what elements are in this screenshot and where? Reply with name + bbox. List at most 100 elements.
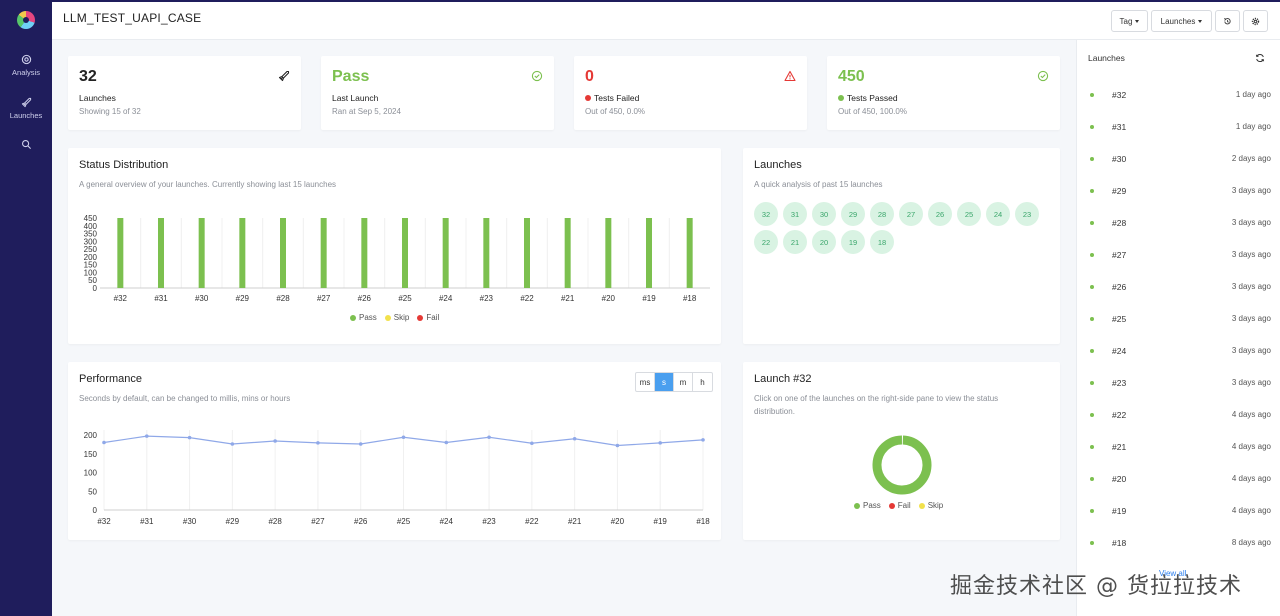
status-dot bbox=[1090, 445, 1094, 449]
stat-subtext: Out of 450, 100.0% bbox=[838, 107, 907, 116]
unit-m-button[interactable]: m bbox=[674, 373, 693, 391]
launch-list-item[interactable]: #27 3 days ago bbox=[1077, 240, 1280, 272]
launch-time: 3 days ago bbox=[1231, 378, 1271, 387]
stat-card-last-launch: Pass Last Launch Ran at Sep 5, 2024 bbox=[321, 56, 554, 130]
legend-item-skip[interactable]: Skip bbox=[384, 313, 409, 322]
y-tick-label: 200 bbox=[84, 431, 98, 440]
check-circle-icon bbox=[531, 70, 543, 82]
caret-down-icon bbox=[1135, 19, 1140, 23]
launch-bubble[interactable]: 25 bbox=[957, 202, 981, 226]
tag-dropdown[interactable]: Tag bbox=[1111, 10, 1148, 32]
history-button[interactable] bbox=[1215, 10, 1240, 32]
launch-bubble[interactable]: 19 bbox=[841, 230, 865, 254]
stat-label: Launches bbox=[79, 93, 116, 103]
launch-list-item[interactable]: #32 1 day ago bbox=[1077, 80, 1280, 112]
unit-ms-button[interactable]: ms bbox=[636, 373, 655, 391]
bar-pass bbox=[686, 218, 693, 288]
legend-item-fail[interactable]: Fail bbox=[417, 313, 439, 322]
launch-bubble[interactable]: 20 bbox=[812, 230, 836, 254]
x-tick-label: #18 bbox=[696, 517, 710, 526]
status-dot bbox=[1090, 93, 1094, 97]
x-tick-label: #24 bbox=[440, 517, 454, 526]
x-tick-label: #31 bbox=[154, 294, 168, 303]
legend-item-pass[interactable]: Pass bbox=[854, 501, 881, 510]
performance-chart: 0 50 100 150 200 #32 #31 #30 #29 #28 #27 #26 #25 #24 #… bbox=[84, 430, 710, 526]
launch-bubble[interactable]: 27 bbox=[899, 202, 923, 226]
bar-pass bbox=[442, 218, 449, 288]
status-distribution-card: Status Distribution A general overview o… bbox=[68, 148, 721, 344]
status-dot bbox=[1090, 413, 1094, 417]
card-subtitle: A general overview of your launches. Cur… bbox=[79, 180, 337, 189]
launch-list-item[interactable]: #28 3 days ago bbox=[1077, 208, 1280, 240]
launch-list-item[interactable]: #22 4 days ago bbox=[1077, 400, 1280, 432]
status-dot bbox=[1090, 221, 1094, 225]
status-dot bbox=[1090, 125, 1094, 129]
launch-bubble[interactable]: 31 bbox=[783, 202, 807, 226]
launch-list-item[interactable]: #23 3 days ago bbox=[1077, 368, 1280, 400]
refresh-icon[interactable] bbox=[1255, 53, 1265, 63]
launch-list-item[interactable]: #30 2 days ago bbox=[1077, 144, 1280, 176]
launch-bubble[interactable]: 23 bbox=[1015, 202, 1039, 226]
watermark-text: 掘金技术社区 @ 货拉拉技术 bbox=[950, 574, 1242, 599]
launch-number: #27 bbox=[1112, 250, 1127, 260]
top-header: LLM_TEST_UAPI_CASE Tag Launches bbox=[52, 0, 1280, 40]
bar-pass bbox=[524, 218, 530, 288]
stat-value: 0 bbox=[585, 68, 594, 85]
sidebar-item-launches[interactable]: Launches bbox=[0, 97, 52, 120]
y-tick-label: 150 bbox=[84, 261, 98, 270]
status-dot bbox=[1090, 349, 1094, 353]
launch-bubble[interactable]: 28 bbox=[870, 202, 894, 226]
launch-time: 8 days ago bbox=[1231, 538, 1271, 547]
x-tick-label: #32 bbox=[114, 294, 128, 303]
launches-label: Launches bbox=[1160, 16, 1196, 26]
stat-card-tests-passed: 450 Tests Passed Out of 450, 100.0% bbox=[827, 56, 1060, 130]
sidebar-item-analysis[interactable]: Analysis bbox=[0, 54, 52, 77]
project-title: LLM_TEST_UAPI_CASE bbox=[63, 11, 202, 25]
launches-dropdown[interactable]: Launches bbox=[1151, 10, 1212, 32]
legend-item-skip[interactable]: Skip bbox=[918, 501, 944, 510]
launch-number: #18 bbox=[1112, 538, 1127, 548]
launch-time: 4 days ago bbox=[1231, 474, 1271, 483]
launch-list-item[interactable]: #26 3 days ago bbox=[1077, 272, 1280, 304]
launch-list-item[interactable]: #29 3 days ago bbox=[1077, 176, 1280, 208]
bar-pass bbox=[320, 218, 327, 288]
launch-list-item[interactable]: #21 4 days ago bbox=[1077, 432, 1280, 464]
sidebar: Analysis Launches bbox=[0, 0, 52, 616]
launch-bubble[interactable]: 18 bbox=[870, 230, 894, 254]
status-dot bbox=[838, 95, 844, 101]
status-dot bbox=[1090, 253, 1094, 257]
legend-label: Skip bbox=[927, 501, 944, 510]
launch-list-item[interactable]: #25 3 days ago bbox=[1077, 304, 1280, 336]
legend-item-pass[interactable]: Pass bbox=[350, 313, 377, 322]
x-tick-label: #23 bbox=[480, 294, 494, 303]
app-logo[interactable] bbox=[17, 11, 35, 29]
sidebar-item-search[interactable] bbox=[0, 139, 52, 153]
y-tick-label: 100 bbox=[84, 268, 98, 277]
launch-number: #21 bbox=[1112, 442, 1127, 452]
stat-label-text: Tests Passed bbox=[847, 93, 898, 103]
launch-bubble[interactable]: 30 bbox=[812, 202, 836, 226]
stat-card-launches: 32 Launches Showing 15 of 32 bbox=[68, 56, 301, 130]
launch-list-item[interactable]: #31 1 day ago bbox=[1077, 112, 1280, 144]
legend-item-fail[interactable]: Fail bbox=[888, 501, 911, 510]
launch-number: #24 bbox=[1112, 346, 1127, 356]
x-tick-label: #24 bbox=[439, 294, 453, 303]
launch-bubble[interactable]: 24 bbox=[986, 202, 1010, 226]
launch-number: #25 bbox=[1112, 314, 1127, 324]
unit-h-button[interactable]: h bbox=[700, 377, 705, 387]
launch-bubble[interactable]: 22 bbox=[754, 230, 778, 254]
launch-list-item[interactable]: #24 3 days ago bbox=[1077, 336, 1280, 368]
launch-bubble[interactable]: 29 bbox=[841, 202, 865, 226]
launch-bubble[interactable]: 32 bbox=[754, 202, 778, 226]
rocket-icon bbox=[278, 70, 290, 82]
launch-bubble[interactable]: 26 bbox=[928, 202, 952, 226]
launch-list-item[interactable]: #20 4 days ago bbox=[1077, 464, 1280, 496]
launch-list-item[interactable]: #19 4 days ago bbox=[1077, 496, 1280, 528]
settings-button[interactable] bbox=[1243, 10, 1268, 32]
launch-bubble[interactable]: 21 bbox=[783, 230, 807, 254]
launch-list-item[interactable]: #18 8 days ago bbox=[1077, 528, 1280, 560]
view-all-link[interactable]: View all bbox=[1159, 569, 1187, 578]
unit-s-button[interactable]: s bbox=[655, 373, 674, 391]
x-tick-label: #20 bbox=[611, 517, 625, 526]
